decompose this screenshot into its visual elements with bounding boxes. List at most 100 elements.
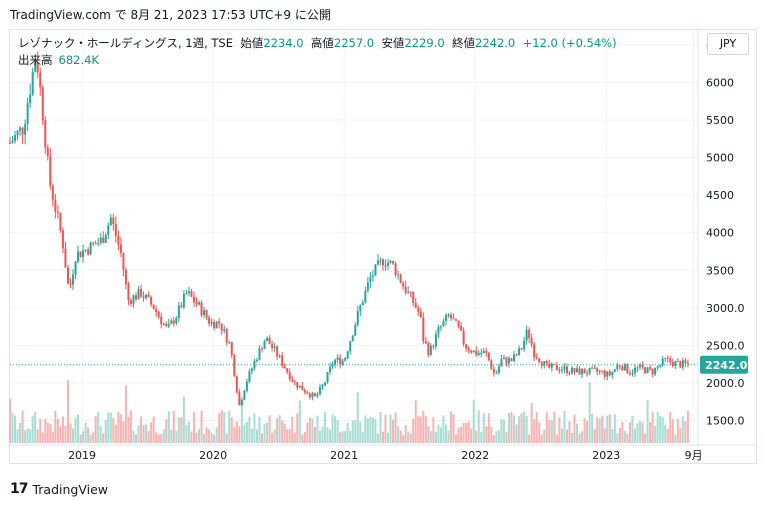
candle-body [11, 140, 14, 143]
chart-frame [9, 29, 757, 464]
volume-bar [495, 431, 498, 443]
volume-bar [273, 429, 276, 443]
candle-body [288, 372, 291, 380]
volume-bar [195, 432, 198, 443]
high-label: 高値 [310, 36, 334, 50]
candle-body [548, 363, 551, 368]
volume-bar [243, 424, 246, 443]
volume-bar [119, 414, 122, 443]
volume-bar [59, 426, 62, 443]
volume-bar [296, 413, 299, 443]
volume-bar [160, 434, 163, 443]
volume-bar [177, 417, 180, 443]
candle-body [586, 373, 589, 375]
candle-body [351, 335, 354, 342]
candle-body [621, 366, 624, 371]
footer-brand[interactable]: 17 TradingView [10, 481, 108, 497]
volume-bar [477, 410, 480, 443]
volume-bar [271, 432, 274, 443]
volume-bar [167, 411, 170, 443]
volume-bar [606, 415, 609, 443]
volume-bar [623, 431, 626, 443]
candle-body [543, 361, 546, 366]
x-tick-label: 2023 [592, 449, 620, 462]
candle-body [190, 291, 193, 297]
volume-bar [351, 420, 354, 443]
candle-body [631, 373, 634, 375]
volume-bar [656, 411, 659, 443]
volume-bar [293, 432, 296, 443]
y-tick-label: 3500 [706, 264, 734, 277]
candle-body [324, 382, 327, 385]
volume-bar [155, 432, 158, 443]
volume-bar [281, 420, 284, 443]
volume-bar [613, 414, 616, 443]
volume-bar [9, 398, 11, 443]
volume-bar [250, 428, 253, 443]
volume-bar [601, 415, 604, 443]
candle-body [245, 381, 248, 391]
candle-body [644, 367, 647, 374]
candle-body [437, 327, 440, 335]
change-value: +12.0 (+0.54%) [522, 36, 617, 50]
candle-body [286, 368, 289, 373]
volume-bar [238, 426, 241, 443]
candle-body [452, 318, 455, 320]
candle-body [21, 127, 24, 135]
volume-bar [379, 412, 382, 443]
volume-bar [679, 428, 682, 443]
volume-bar [641, 422, 644, 443]
volume-bar [165, 419, 168, 443]
volume-bar [258, 416, 261, 443]
volume-bar [412, 418, 415, 443]
volume-bar [162, 429, 165, 443]
candle-body [500, 359, 503, 367]
candle-body [92, 242, 95, 244]
candle-body [477, 353, 480, 355]
volume-bar [636, 423, 639, 443]
volume-bar [684, 421, 687, 443]
candle-body [553, 363, 556, 366]
volume-bar [288, 428, 291, 443]
volume-bar [324, 411, 327, 443]
candle-body [235, 376, 238, 393]
volume-bar [210, 432, 213, 443]
candle-body [397, 274, 400, 276]
volume-bar [318, 430, 321, 443]
volume-bar [14, 415, 17, 443]
volume-bar [611, 429, 614, 443]
volume-bar [61, 416, 64, 443]
candle-body [160, 316, 163, 324]
volume-bar [140, 416, 143, 443]
candle-body [230, 342, 233, 356]
candle-body [601, 370, 604, 372]
candle-body [376, 260, 379, 265]
volume-bar [618, 428, 621, 443]
candle-body [686, 363, 689, 365]
candle-body [135, 295, 138, 300]
candle-body [505, 357, 508, 364]
volume-bar [69, 423, 72, 443]
volume-bar [11, 413, 14, 443]
candle-body [576, 368, 579, 373]
candle-body [381, 259, 384, 266]
volume-bar [465, 422, 468, 443]
volume-bar [298, 400, 301, 443]
volume-bar [31, 415, 34, 443]
x-tick-label: 2020 [199, 449, 227, 462]
volume-bar [334, 416, 337, 443]
volume-bar [64, 426, 67, 443]
candle-body [107, 225, 110, 236]
volume-bar [74, 417, 77, 443]
currency-button[interactable]: JPY [707, 33, 749, 55]
candle-body [137, 288, 140, 300]
candle-body [129, 300, 132, 304]
candle-body [301, 385, 304, 391]
volume-bar [122, 421, 125, 443]
y-tick-label: 1500.0 [706, 414, 745, 427]
candle-body [127, 284, 130, 301]
candle-body [593, 367, 596, 369]
candlesticks [9, 51, 698, 406]
candle-body [462, 330, 465, 345]
